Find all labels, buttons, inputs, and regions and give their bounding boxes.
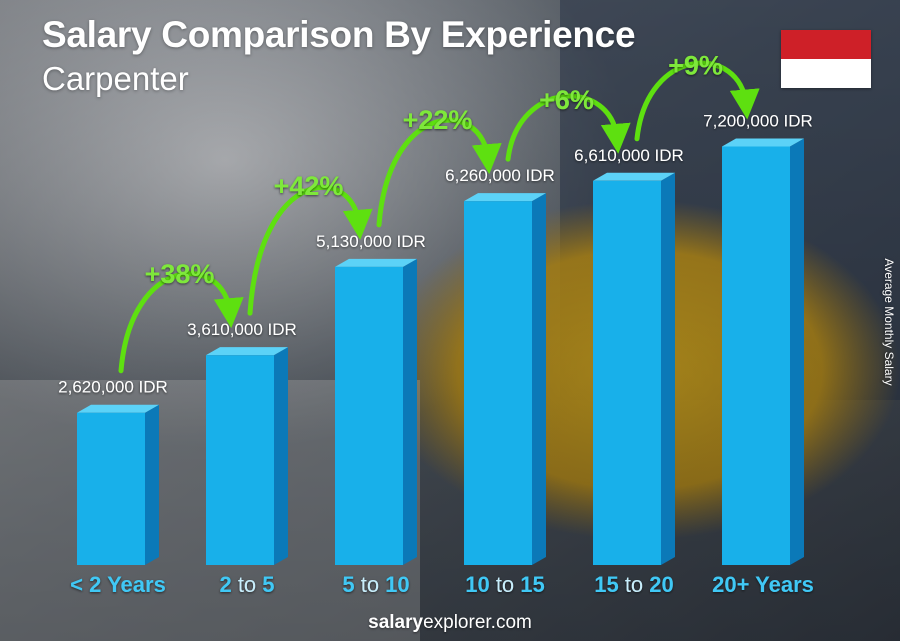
flag-red-stripe (781, 30, 871, 59)
bar-top-4 (593, 172, 675, 181)
category-label-part: 5 (342, 572, 354, 597)
bar-top-5 (722, 138, 804, 147)
increase-label-2: +22% (403, 105, 473, 135)
increase-arrow-2 (376, 117, 502, 228)
category-label-5: 20+ Years (712, 572, 814, 597)
category-label-part: to (355, 572, 386, 597)
increase-arrow-1 (247, 184, 373, 316)
bar-top-3 (464, 193, 546, 202)
bar-side-4 (661, 172, 675, 565)
bar-top-1 (206, 347, 288, 356)
footer-brand: salaryexplorer.com (0, 612, 900, 634)
bar-side-0 (145, 404, 159, 565)
footer-brand-bold: salary (368, 612, 424, 633)
value-label-5: 7,200,000 IDR (703, 112, 813, 131)
bar-side-1 (274, 347, 288, 565)
value-label-3: 6,260,000 IDR (445, 166, 555, 185)
increase-arrow-4 (634, 60, 760, 142)
bar-top-0 (77, 404, 159, 413)
chart-subtitle: Carpenter (42, 60, 189, 97)
category-label-part: to (232, 572, 263, 597)
bar-side-3 (532, 193, 546, 565)
bar-3 (464, 201, 532, 565)
category-label-part: 2 (219, 572, 231, 597)
category-label-2: 5 to 10 (342, 572, 409, 597)
value-label-2: 5,130,000 IDR (316, 232, 426, 251)
category-label-part: 15 (594, 572, 618, 597)
category-label-part: 5 (262, 572, 274, 597)
category-label-0: < 2 Years (70, 572, 166, 597)
bar-0 (77, 412, 145, 565)
category-label-part: to (619, 572, 650, 597)
increase-label-1: +42% (274, 171, 344, 201)
category-label-part: to (490, 572, 521, 597)
increase-arrow-0 (118, 271, 244, 374)
category-label-4: 15 to 20 (594, 572, 674, 597)
increase-arrow-3 (505, 93, 631, 162)
indonesia-flag-icon (781, 30, 871, 88)
category-label-part: 20+ Years (712, 572, 814, 597)
category-label-1: 2 to 5 (219, 572, 274, 597)
increase-label-4: +9% (668, 51, 723, 81)
bar-5 (722, 146, 790, 565)
chart-title: Salary Comparison By Experience (42, 14, 636, 55)
category-label-part: 15 (520, 572, 544, 597)
increase-label-3: +6% (539, 85, 594, 115)
bar-top-2 (335, 258, 417, 267)
increase-label-0: +38% (145, 259, 215, 289)
bar-side-5 (790, 138, 804, 565)
footer-brand-regular: explorer.com (423, 612, 532, 633)
bar-4 (593, 180, 661, 565)
category-label-part: < 2 Years (70, 572, 166, 597)
value-label-0: 2,620,000 IDR (58, 378, 168, 397)
bar-2 (335, 266, 403, 565)
category-label-part: 10 (465, 572, 489, 597)
bar-1 (206, 355, 274, 565)
value-label-4: 6,610,000 IDR (574, 146, 684, 165)
category-label-3: 10 to 15 (465, 572, 545, 597)
category-label-part: 20 (649, 572, 673, 597)
bar-side-2 (403, 258, 417, 565)
category-label-part: 10 (385, 572, 409, 597)
flag-white-stripe (781, 59, 871, 88)
value-label-1: 3,610,000 IDR (187, 320, 297, 339)
